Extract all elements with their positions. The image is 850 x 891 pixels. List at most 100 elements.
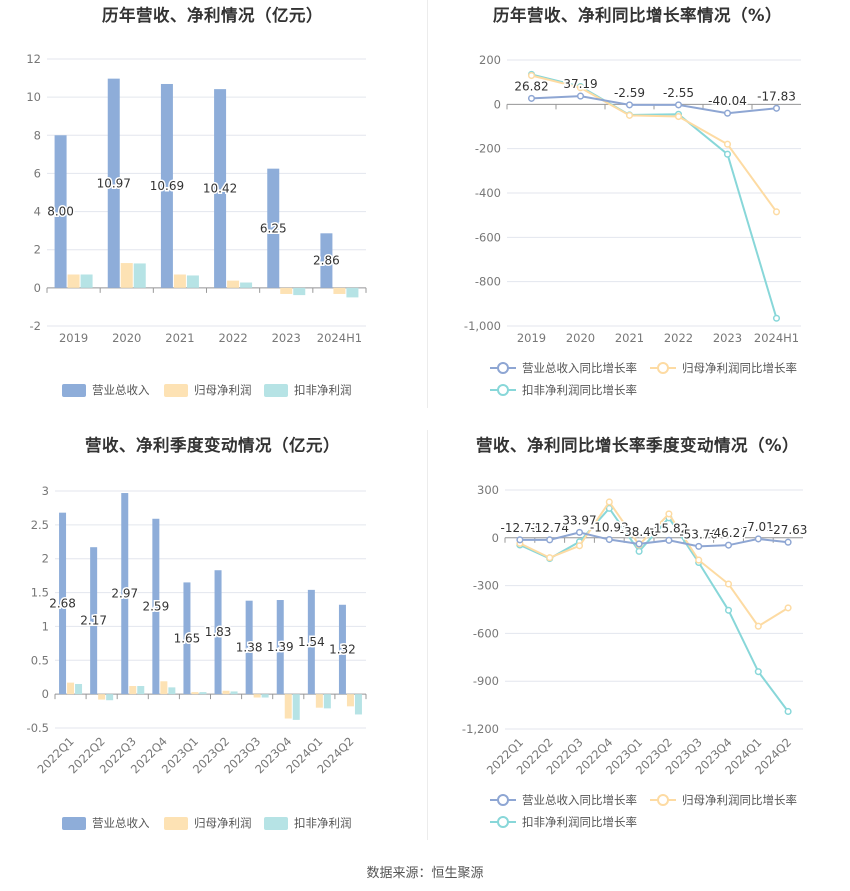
point-net-profit-growth <box>576 84 585 92</box>
bar-revenue <box>307 589 315 695</box>
bar-deducted-profit <box>323 694 331 709</box>
data-label: -10.93 <box>590 521 629 535</box>
point-revenue-growth <box>723 109 732 117</box>
point-net-profit-growth <box>575 542 584 550</box>
data-label: -12.73 <box>501 521 540 535</box>
point-revenue-growth <box>516 536 524 544</box>
x-tick-label: 2023 <box>272 331 301 345</box>
panel-title: 营收、净利同比增长率季度变动情况（%） <box>475 436 800 455</box>
data-label: 1.39 <box>267 640 294 654</box>
bar-deducted-profit <box>354 694 362 715</box>
point-deducted-profit-growth <box>724 606 733 614</box>
y-tick-label: 8 <box>34 128 41 142</box>
y-tick-label: -300 <box>473 579 499 593</box>
x-tick-label: 2022 <box>664 331 693 345</box>
bar-deducted-profit <box>293 287 306 296</box>
point-revenue-growth <box>575 528 584 536</box>
x-tick-label: 2023 <box>713 331 742 345</box>
data-label: 6.25 <box>260 221 287 235</box>
point-revenue-growth <box>665 536 673 544</box>
data-label: 2.97 <box>111 587 138 601</box>
bar-deducted-profit <box>261 694 269 698</box>
point-revenue-growth <box>625 101 634 109</box>
data-label: -2.55 <box>663 86 694 100</box>
legend-label: 营业总收入 <box>92 383 150 397</box>
point-revenue-growth <box>695 542 703 550</box>
y-tick-label: 0 <box>42 687 49 701</box>
bar-deducted-profit <box>75 683 83 695</box>
data-label: -40.04 <box>708 94 747 108</box>
bar-net-profit <box>120 263 133 288</box>
y-tick-label: -1,200 <box>462 722 499 736</box>
legend-label: 扣非净利润 <box>294 383 352 397</box>
point-net-profit-growth <box>546 554 554 562</box>
data-label: 10.97 <box>97 176 131 190</box>
legend-swatch <box>264 384 288 397</box>
panel-title: 历年营收、净利情况（亿元） <box>102 6 323 25</box>
bar-revenue <box>245 600 253 695</box>
data-label: 1.65 <box>174 631 201 645</box>
data-label: 2.86 <box>313 254 340 268</box>
data-label: 1.83 <box>205 625 232 639</box>
point-revenue-growth <box>724 541 733 549</box>
data-label: 37.19 <box>563 77 597 91</box>
data-label: 1.38 <box>236 640 263 654</box>
x-tick-label: 2022 <box>218 331 247 345</box>
bar-net-profit <box>129 686 137 695</box>
point-net-profit-growth <box>625 111 634 119</box>
y-tick-label: 2.5 <box>31 518 49 532</box>
bar-deducted-profit <box>230 691 238 695</box>
point-revenue-growth <box>674 101 683 109</box>
bar-net-profit <box>284 694 292 719</box>
data-label: 2.68 <box>49 596 76 610</box>
legend-swatch <box>62 384 86 397</box>
bar-deducted-profit <box>106 694 114 701</box>
data-label: -46.27 <box>709 526 748 540</box>
bar-revenue <box>276 600 284 695</box>
legend-swatch <box>164 817 188 830</box>
legend-label: 扣非净利润 <box>294 816 352 830</box>
quarterly-revenue-profit-chart: -0.500.511.522.532.682022Q12.172022Q22.9… <box>27 484 367 830</box>
y-tick-label: -1,000 <box>464 319 501 333</box>
point-deducted-profit-growth <box>754 668 762 676</box>
line-deducted-profit-growth <box>519 506 789 713</box>
data-label: -38.46 <box>620 525 659 539</box>
legend-marker <box>497 384 509 396</box>
point-revenue-growth <box>635 540 643 548</box>
x-tick-label: 2021 <box>615 331 644 345</box>
y-tick-label: -600 <box>473 626 499 640</box>
point-revenue-growth <box>546 536 554 544</box>
point-net-profit-growth <box>674 112 683 121</box>
point-deducted-profit-growth <box>723 150 732 158</box>
x-tick-label: 2020 <box>112 331 141 345</box>
y-tick-label: 12 <box>26 52 41 66</box>
point-net-profit-growth <box>665 510 673 518</box>
vertical-divider-top <box>427 0 428 408</box>
bar-net-profit <box>315 694 323 708</box>
line-net-profit-growth <box>531 74 778 213</box>
bar-revenue <box>152 518 160 695</box>
bar-revenue <box>59 512 67 695</box>
point-net-profit-growth <box>772 208 781 216</box>
data-label: 8.00 <box>47 205 74 219</box>
y-tick-label: 0.5 <box>31 653 49 667</box>
y-tick-label: -200 <box>475 142 501 156</box>
point-net-profit-growth <box>784 604 792 612</box>
annual-revenue-profit-chart: -2 0 2 4 6 8 10 12 8.00 2019 10.97 2020 10.69 2021 10.… <box>26 52 367 397</box>
point-revenue-growth <box>527 94 536 102</box>
data-label: -12.74 <box>530 521 569 535</box>
data-label: -15.82 <box>650 521 689 535</box>
bar-deducted-profit <box>137 686 145 695</box>
y-tick-label: 1.5 <box>31 586 49 600</box>
x-tick-label: 2024H1 <box>754 331 799 345</box>
point-net-profit-growth <box>695 556 703 564</box>
bar-deducted-profit <box>186 275 199 288</box>
vertical-divider-bottom <box>427 430 428 840</box>
data-label: 33.97 <box>562 513 596 527</box>
legend-marker <box>657 794 669 806</box>
legend-label: 归母净利润同比增长率 <box>682 361 797 375</box>
bar-net-profit <box>173 274 186 288</box>
point-net-profit-growth <box>605 498 613 506</box>
legend-marker <box>497 362 509 374</box>
y-tick-label: -400 <box>475 186 501 200</box>
